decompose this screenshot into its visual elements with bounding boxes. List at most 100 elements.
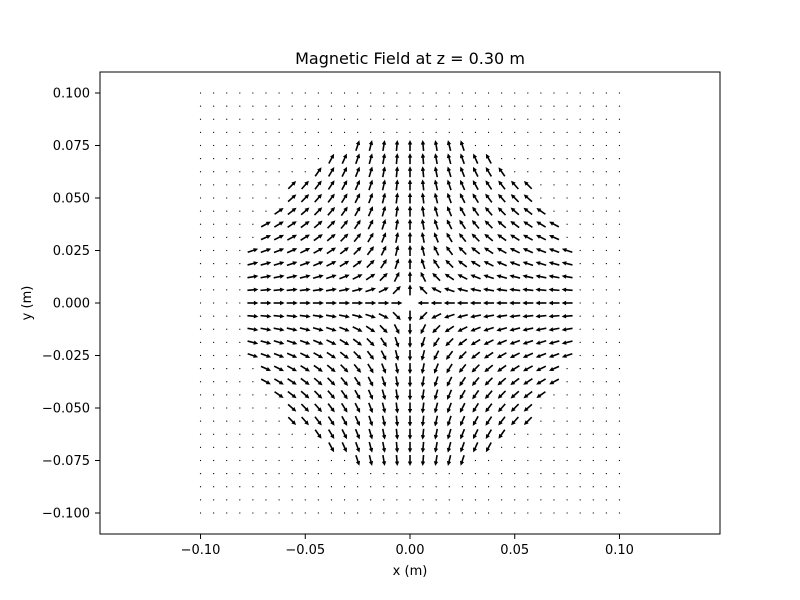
arrow-head xyxy=(497,380,503,386)
y-axis-label: y (m) xyxy=(20,286,35,321)
field-dot xyxy=(199,197,202,199)
arrow-head xyxy=(433,245,438,251)
field-arrow xyxy=(471,377,480,386)
field-arrow xyxy=(367,376,374,387)
field-dot xyxy=(226,368,228,370)
field-arrow xyxy=(433,454,439,466)
field-arrow xyxy=(381,428,387,440)
field-dot xyxy=(422,486,424,488)
field-arrow xyxy=(510,377,520,386)
field-dot xyxy=(213,184,215,186)
field-dot xyxy=(618,394,621,396)
field-arrow xyxy=(394,192,400,204)
field-arrow xyxy=(420,192,426,204)
arrow-head xyxy=(523,234,529,239)
field-dot xyxy=(540,486,542,488)
arrow-head xyxy=(305,248,311,253)
arrow-head xyxy=(383,287,389,292)
arrow-head xyxy=(459,193,464,199)
arrow-head xyxy=(304,220,310,226)
field-arrow xyxy=(433,153,439,165)
arrow-head xyxy=(433,140,439,145)
field-dot xyxy=(540,197,542,199)
field-dot xyxy=(592,446,594,448)
field-arrow xyxy=(484,390,493,400)
field-arrow xyxy=(380,350,387,361)
field-arrow xyxy=(378,300,390,306)
field-dot xyxy=(605,92,607,94)
field-dot xyxy=(474,473,477,475)
arrow-head xyxy=(459,421,464,427)
arrow-head xyxy=(279,340,285,345)
field-dot xyxy=(422,499,424,501)
field-arrow xyxy=(300,365,310,372)
field-arrow xyxy=(367,206,374,217)
field-arrow xyxy=(457,260,468,268)
arrow-head xyxy=(485,447,490,453)
field-dot xyxy=(252,512,254,514)
field-arrow xyxy=(483,261,494,267)
field-dot xyxy=(199,486,202,488)
field-dot xyxy=(514,486,516,488)
field-dot xyxy=(618,184,621,186)
field-arrow xyxy=(394,441,400,453)
arrow-head xyxy=(370,327,376,333)
field-dot xyxy=(226,381,228,383)
field-dot xyxy=(199,315,202,317)
x-tick-label: −0.10 xyxy=(181,543,221,558)
field-arrow xyxy=(355,140,361,151)
arrow-head xyxy=(304,393,310,399)
field-dot xyxy=(252,499,254,501)
arrow-head xyxy=(278,380,284,385)
field-dot xyxy=(514,459,516,462)
field-dot xyxy=(252,459,254,462)
field-dot xyxy=(213,420,215,422)
field-arrow xyxy=(471,220,480,229)
arrow-head xyxy=(548,300,554,306)
field-dot xyxy=(540,459,542,462)
field-dot xyxy=(239,171,241,173)
field-dot xyxy=(448,512,450,514)
arrow-head xyxy=(253,314,259,319)
arrow-head xyxy=(331,327,337,332)
arrow-head xyxy=(535,261,541,266)
field-dot xyxy=(618,210,621,212)
field-arrow xyxy=(458,246,467,255)
field-arrow xyxy=(420,336,426,348)
field-dot xyxy=(579,499,581,501)
arrow-head xyxy=(253,274,259,279)
field-dot xyxy=(239,118,241,120)
field-dot xyxy=(239,446,241,448)
field-arrow xyxy=(407,363,413,375)
field-dot xyxy=(199,368,202,370)
field-arrow xyxy=(535,365,547,372)
field-dot xyxy=(579,249,581,252)
field-dot xyxy=(199,144,202,147)
field-dot xyxy=(592,210,594,212)
arrow-head xyxy=(291,420,297,426)
field-dot xyxy=(435,118,437,120)
field-dot xyxy=(213,249,215,252)
field-dot xyxy=(618,263,621,265)
arrow-head xyxy=(279,274,285,279)
field-dot xyxy=(487,131,490,133)
field-arrow xyxy=(368,402,374,414)
field-dot xyxy=(343,459,346,462)
arrow-head xyxy=(548,287,554,292)
field-arrow xyxy=(355,441,361,453)
field-dot xyxy=(409,473,411,475)
arrow-head xyxy=(369,246,375,252)
field-dot xyxy=(252,473,254,475)
field-arrow xyxy=(381,415,387,427)
arrow-head xyxy=(356,407,361,413)
field-dot xyxy=(226,328,228,330)
arrow-head xyxy=(459,219,464,225)
field-arrow xyxy=(314,429,322,439)
arrow-head xyxy=(420,329,425,335)
field-dot xyxy=(226,315,228,317)
arrow-head xyxy=(356,219,361,225)
field-arrow xyxy=(368,192,374,204)
field-arrow xyxy=(339,351,349,359)
field-dot xyxy=(605,118,607,120)
arrow-head xyxy=(291,194,297,199)
